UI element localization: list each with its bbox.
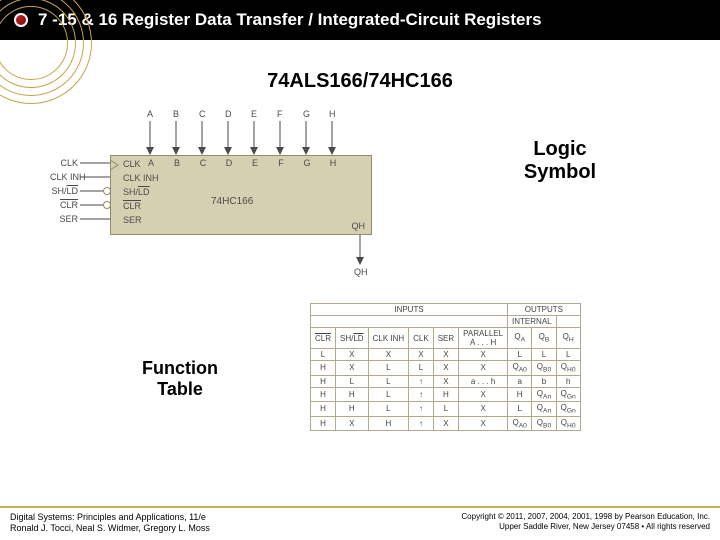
top-pin-label: G xyxy=(303,109,310,119)
top-pin-internal: F xyxy=(275,158,287,168)
top-pin-internal: C xyxy=(197,158,209,168)
top-pin-internal: E xyxy=(249,158,261,168)
top-pin-label: B xyxy=(173,109,179,119)
bullet-icon xyxy=(14,13,28,27)
left-pin-ext: CLK xyxy=(50,158,78,168)
top-pin-internal: A xyxy=(145,158,157,168)
book-title: Digital Systems: Principles and Applicat… xyxy=(10,512,210,523)
left-pin-int: SER xyxy=(123,215,142,225)
top-pin-internal: B xyxy=(171,158,183,168)
part-name: 74HC166 xyxy=(211,196,253,207)
left-pin-int: CLK INH xyxy=(123,173,159,183)
title-bar: 7 -15 & 16 Register Data Transfer / Inte… xyxy=(0,0,720,40)
left-pin-int: CLK xyxy=(123,159,141,169)
left-pin-ext: CLK INH xyxy=(50,172,78,182)
left-pin-ext: SER xyxy=(50,214,78,224)
footer: Digital Systems: Principles and Applicat… xyxy=(0,506,720,540)
top-pin-label: C xyxy=(199,109,206,119)
left-pin-int: SH/LD xyxy=(123,187,150,197)
top-pin-label: A xyxy=(147,109,153,119)
top-pin-internal: H xyxy=(327,158,339,168)
top-pin-label: D xyxy=(225,109,232,119)
chip-title: 74ALS166/74HC166 xyxy=(0,70,720,93)
left-pin-ext: SH/LD xyxy=(50,186,78,196)
top-pin-label: E xyxy=(251,109,257,119)
top-pin-label: F xyxy=(277,109,283,119)
qh-internal-label: QH xyxy=(352,221,366,231)
slide-title: 7 -15 & 16 Register Data Transfer / Inte… xyxy=(38,10,542,30)
authors: Ronald J. Tocci, Neal S. Widmer, Gregory… xyxy=(10,523,210,534)
top-pin-label: H xyxy=(329,109,336,119)
left-pin-int: CLR xyxy=(123,201,141,211)
logic-symbol: A B C D E F G H CLK CLK INH SH/LD CLR SER 74HC166 Q… xyxy=(50,103,410,298)
top-pin-internal: D xyxy=(223,158,235,168)
function-table-label: Function Table xyxy=(120,358,240,400)
function-table: INPUTSOUTPUTS INTERNAL CLRSH/LDCLK INHCL… xyxy=(310,303,581,431)
copyright-l2: Upper Saddle River, New Jersey 07458 • A… xyxy=(461,522,710,532)
copyright-l1: Copyright © 2011, 2007, 2004, 2001, 1998… xyxy=(461,512,710,522)
left-pin-ext: CLR xyxy=(50,200,78,210)
top-pin-internal: G xyxy=(301,158,313,168)
qh-output-label: QH xyxy=(354,267,368,277)
logic-symbol-label: Logic Symbol xyxy=(500,138,620,184)
